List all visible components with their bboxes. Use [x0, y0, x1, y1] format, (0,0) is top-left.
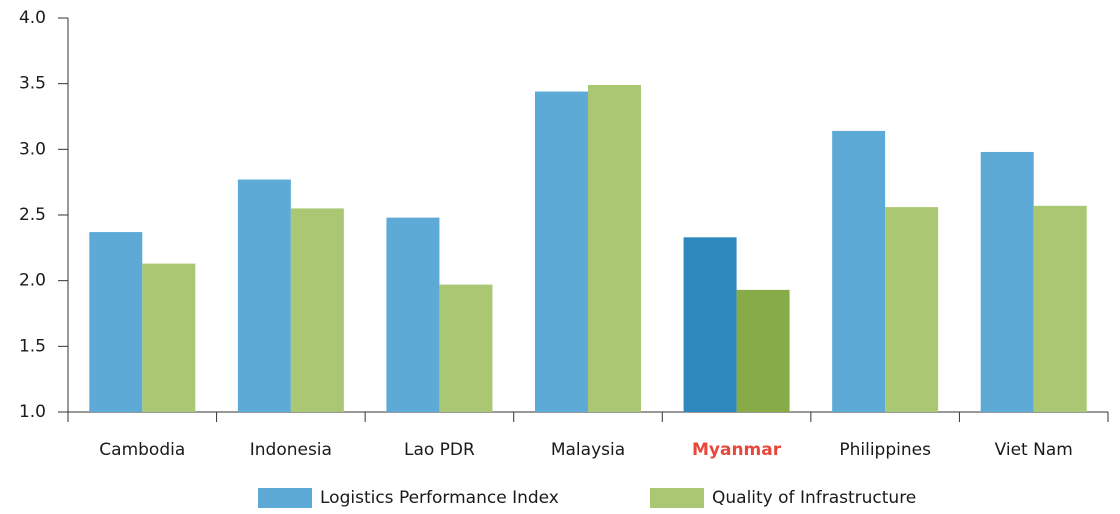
- x-tick-label: Cambodia: [99, 440, 185, 460]
- bar: [885, 207, 939, 412]
- bar: [386, 217, 440, 412]
- y-tick-label: 3.0: [19, 139, 46, 159]
- bar: [142, 263, 196, 412]
- y-tick-label: 4.0: [19, 8, 46, 28]
- bar: [736, 289, 790, 412]
- bar: [535, 91, 588, 413]
- legend-swatch: [650, 488, 704, 508]
- bar: [832, 130, 886, 413]
- y-tick-label: 2.0: [19, 271, 46, 291]
- x-tick-label: Viet Nam: [995, 440, 1073, 460]
- bar: [588, 84, 641, 412]
- legend-label: Logistics Performance Index: [320, 488, 559, 508]
- x-tick-label: Lao PDR: [404, 440, 475, 460]
- x-tick-label: Indonesia: [250, 440, 332, 460]
- y-tick-label: 2.5: [19, 205, 46, 225]
- legend-swatch: [258, 488, 312, 508]
- bar: [980, 151, 1034, 412]
- y-tick-label: 3.5: [19, 74, 46, 94]
- x-tick-label: Myanmar: [692, 440, 782, 460]
- y-tick-label: 1.5: [19, 336, 46, 356]
- legend-label: Quality of Infrastructure: [712, 488, 916, 508]
- y-tick-label: 1.0: [19, 402, 46, 422]
- bar: [89, 232, 143, 412]
- x-tick-label: Philippines: [839, 440, 931, 460]
- bar: [683, 237, 737, 412]
- bar: [237, 179, 291, 412]
- bar: [290, 208, 344, 412]
- x-tick-label: Malaysia: [551, 440, 625, 460]
- bar: [439, 284, 493, 412]
- bar: [1033, 205, 1087, 412]
